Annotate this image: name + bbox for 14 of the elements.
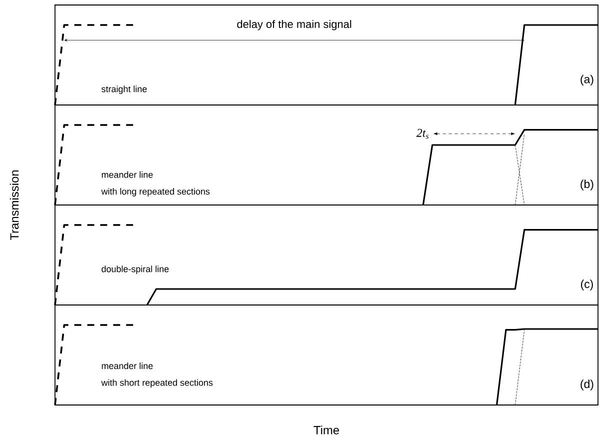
series-label: delay of the main signal xyxy=(237,20,352,30)
annotation: (c) xyxy=(580,280,593,290)
annotation: meander line xyxy=(102,362,153,370)
annotation: 2t$_{s}$ xyxy=(416,128,429,139)
annotation: with short repeated sections xyxy=(101,379,213,388)
annotation: (b) xyxy=(580,180,594,190)
x-axis-title: Time xyxy=(314,426,340,434)
annotation: (d) xyxy=(580,380,594,390)
y-axis-title: Transmission xyxy=(10,170,19,240)
annotation: straight line xyxy=(102,86,147,94)
annotation: meander line xyxy=(102,171,153,178)
annotation: with long repeated sections xyxy=(101,188,210,196)
annotation: double-spiral line xyxy=(102,266,169,274)
annotation: (a) xyxy=(580,74,594,86)
